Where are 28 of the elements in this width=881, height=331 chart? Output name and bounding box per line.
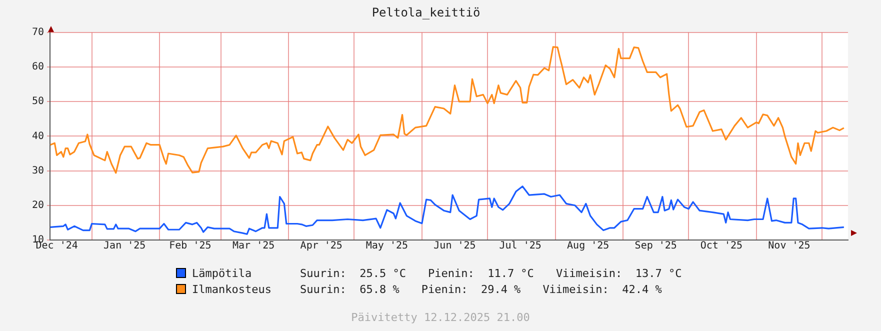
x-tick-label: Jul '25 — [499, 240, 542, 252]
x-tick-label: Nov '25 — [768, 240, 810, 252]
x-tick-label: Mar '25 — [232, 240, 275, 252]
text: Suurin: 65.8 % — [300, 282, 400, 296]
text: Suurin: 25.5 °C — [300, 266, 406, 280]
y-tick-label: 70 — [32, 26, 44, 38]
text: Päivitetty 12.12.2025 21.00 — [350, 311, 531, 324]
text: Viimeisin: 42.4 % — [542, 282, 662, 296]
x-tick-label: Aug '25 — [567, 240, 610, 252]
text: Pienin: 29.4 % — [421, 282, 521, 296]
y-tick-label: 20 — [32, 200, 44, 211]
x-tick-label: Apr '25 — [300, 240, 342, 252]
x-tick-label: May '25 — [366, 240, 408, 252]
x-tick-label: Jun '25 — [434, 240, 476, 252]
y-tick-label: 40 — [32, 130, 44, 142]
text: Pienin: 11.7 °C — [428, 266, 534, 280]
legend-label: Lämpötila — [192, 266, 253, 280]
x-tick-label: Feb '25 — [169, 240, 212, 252]
y-tick-label: 60 — [32, 62, 44, 73]
y-tick-label: 50 — [32, 96, 44, 108]
chart-title: Peltola_keittiö — [372, 5, 480, 20]
text: Viimeisin: 13.7 °C — [556, 266, 682, 280]
x-tick-label: Jan '25 — [104, 240, 146, 252]
y-tick-label: 30 — [32, 165, 44, 176]
x-tick-label: Dec '24 — [36, 240, 78, 252]
x-tick-label: Oct '25 — [700, 240, 743, 252]
legend-label: Ilmankosteus — [192, 282, 272, 296]
x-tick-label: Sep '25 — [634, 240, 677, 252]
